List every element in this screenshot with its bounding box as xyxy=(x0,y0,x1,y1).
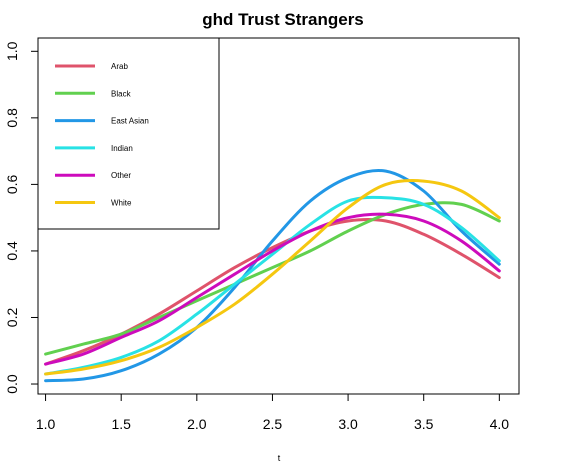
x-tick-label: 3.5 xyxy=(414,416,434,432)
series-line-east-asian xyxy=(44,169,501,383)
series-layer xyxy=(44,169,501,383)
y-tick-label: 0.8 xyxy=(4,108,20,128)
y-tick-label: 0.2 xyxy=(4,308,20,328)
series-line-white xyxy=(44,179,501,376)
legend-label: Indian xyxy=(111,144,133,153)
x-tick-label: 3.0 xyxy=(338,416,358,432)
y-tick-label: 0.0 xyxy=(4,374,20,394)
x-tick-label: 4.0 xyxy=(490,416,510,432)
x-tick-label: 2.0 xyxy=(187,416,207,432)
legend: Arab Black East Asian Indian Other White xyxy=(37,37,220,230)
y-tick-label: 0.4 xyxy=(4,241,20,261)
x-axis-label: t xyxy=(278,453,281,461)
x-axis: 1.0 1.5 2.0 2.5 3.0 3.5 4.0 xyxy=(36,393,510,432)
x-tick-label: 1.0 xyxy=(36,416,56,432)
legend-label: East Asian xyxy=(111,117,149,126)
legend-label: White xyxy=(111,199,132,208)
x-tick-label: 1.5 xyxy=(111,416,131,432)
chart-title: ghd Trust Strangers xyxy=(202,10,364,29)
legend-box xyxy=(37,37,220,230)
x-tick-label: 2.5 xyxy=(263,416,283,432)
legend-label: Arab xyxy=(111,62,128,71)
y-axis: 0.0 0.2 0.4 0.6 0.8 1.0 xyxy=(4,41,39,394)
y-tick-label: 1.0 xyxy=(4,41,20,61)
legend-label: Other xyxy=(111,171,131,180)
y-tick-label: 0.6 xyxy=(4,174,20,194)
legend-label: Black xyxy=(111,89,132,98)
series-line-indian xyxy=(44,195,501,376)
series-line-other xyxy=(44,212,501,366)
